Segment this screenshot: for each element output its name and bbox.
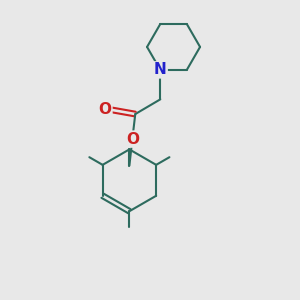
Text: O: O: [98, 102, 112, 117]
Text: N: N: [154, 62, 167, 77]
Text: O: O: [126, 132, 139, 147]
